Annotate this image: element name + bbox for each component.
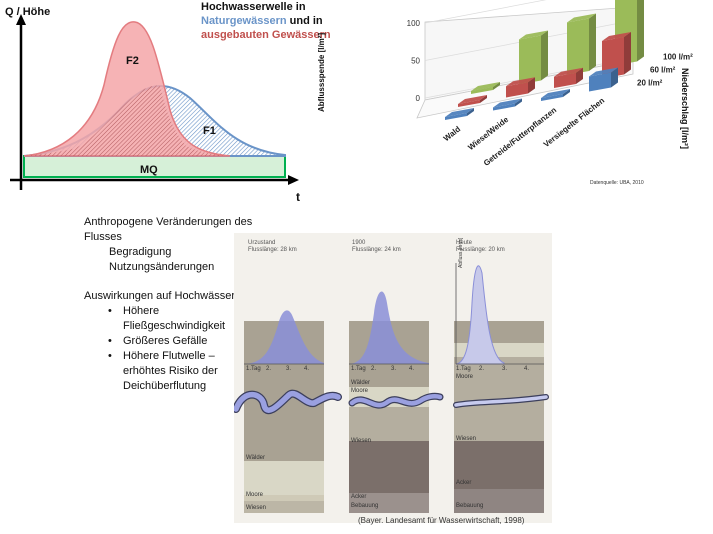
category-label: Getreide/Futterpflanzen [482,105,558,167]
change-item: Nutzungsänderungen [109,261,215,273]
y-tick-label: 50 [411,57,420,66]
panel1-day4: 4. [304,366,310,372]
effect-item: • Höhere Flutwelle – erhöhtes Risiko der… [108,350,218,392]
f2-curve [23,21,231,157]
panel3-label-wiesen: Wiesen [456,436,477,442]
bullet-icon: • [108,350,112,362]
y-tick-label: 100 [407,19,421,28]
panel2-day2: 2. [371,366,377,372]
series-label: 20 l/m² [637,79,663,88]
hydrograph-title-line3: ausgebauten Gewässern [201,29,331,41]
panel3-state: Heute [456,240,473,246]
panel2-day4: 4. [409,366,415,372]
series-label: 60 l/m² [650,66,676,75]
panel2-label-wiesen: Wiesen [351,438,372,444]
panel1-state: Urzustand [248,240,276,246]
effect-item: • Größeres Gefälle [108,335,208,347]
chart-depth-label: Niederschlag [l/m²] [680,68,690,150]
effects-heading: Auswirkungen auf Hochwässer [84,290,236,302]
bar-1-3 [471,82,500,94]
mq-label: MQ [140,164,158,176]
panel2-label-bebauung: Bebauung [351,503,379,509]
f1-label: F1 [203,125,216,137]
bullet-icon: • [108,305,112,317]
panel1-label-waelder: Wälder [246,455,266,461]
panel1-day1: 1.Tag [246,366,261,372]
bar-2-2 [506,77,535,98]
panel2-length: Flusslänge: 24 km [352,247,401,253]
panel2-label-moore: Moore [351,388,369,394]
panel2-hydrograph [349,291,429,365]
y-tick-label: 0 [416,94,421,103]
bar-2-3 [519,30,548,85]
panel3-axis-label: Abfluss [m³/s] [458,237,464,268]
panel2-day1: 1.Tag [351,366,366,372]
title-und-in: und in [286,15,323,27]
panel2-day3: 3. [391,366,397,372]
panel1-length: Flusslänge: 28 km [248,247,297,253]
hydrograph-title-line2: Naturgewässern und in [201,15,323,27]
bar-4-2 [602,32,631,79]
heading-line1: Anthropogene Veränderungen des [84,216,253,228]
bar-4-1 [589,67,618,92]
hydrograph-diagram [10,14,299,190]
panel3-length: Flusslänge: 20 km [456,247,505,253]
panel3-day2: 2. [479,366,485,372]
category-label: Versiegelte Flächen [542,96,606,149]
panel2-label-waelder: Wälder [351,380,371,386]
panel1-label-wiesen: Wiesen [246,505,267,511]
panel1-day3: 3. [286,366,292,372]
effect-item: • Höhere Fließgeschwindigkeit [108,305,226,332]
bar-1-1 [445,108,474,120]
chart-ylabel: Abflussspende [l/m²] [317,32,326,112]
bar-1-2 [458,95,487,107]
x-axis-label: t [296,190,300,204]
figure-caption: (Bayer. Landesamt für Wasserwirtschaft, … [358,516,525,525]
panel2-state: 1900 [352,240,366,246]
chart-source: Datenquelle: UBA, 2010 [590,180,644,186]
series-label: 100 l/m² [663,53,693,62]
bar-2-1 [493,98,522,111]
panel3-day3: 3. [502,366,508,372]
category-label: Wald [442,124,462,143]
panel1-label-moore: Moore [246,492,264,498]
title-natural: Naturgewässern [201,15,287,27]
bullet-icon: • [108,335,112,347]
f2-label: F2 [126,55,139,67]
bar-3-1 [541,89,570,101]
text-block: Anthropogene Veränderungen des Flusses B… [84,215,269,394]
river-panels [234,263,549,513]
panel3-day4: 4. [524,366,530,372]
panel3-label-acker: Acker [456,480,472,486]
y-axis-label: Q / Höhe [5,6,51,18]
change-item: Begradigung [109,246,172,258]
panel3-day1: 1.Tag [456,366,471,372]
panel1-day2: 2. [266,366,272,372]
panel2-label-acker: Acker [351,494,367,500]
panel3-label-bebauung: Bebauung [456,503,484,509]
bar-3-3 [567,13,596,75]
heading-line2: Flusses [84,231,122,243]
hydrograph-title-line1: Hochwasserwelle in [201,1,306,13]
panel3-hydrograph [455,263,544,365]
panel3-label-moore: Moore [456,374,474,380]
panel1-hydrograph [244,310,324,365]
bar-3-2 [554,67,583,88]
